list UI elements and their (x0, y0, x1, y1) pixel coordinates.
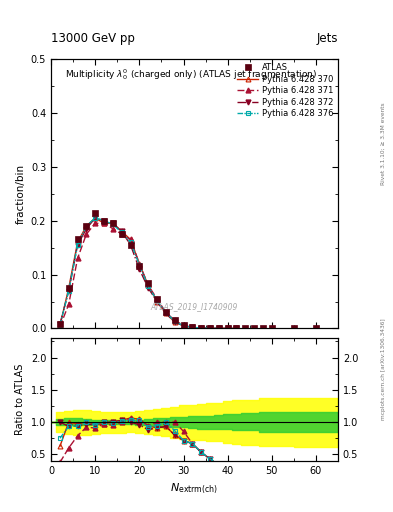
Text: Multiplicity $\lambda_0^0$ (charged only) (ATLAS jet fragmentation): Multiplicity $\lambda_0^0$ (charged only… (65, 67, 318, 82)
Text: ATLAS_2019_I1740909: ATLAS_2019_I1740909 (151, 303, 238, 311)
X-axis label: $N_{\mathrm{extrm(ch)}}$: $N_{\mathrm{extrm(ch)}}$ (171, 481, 219, 496)
Text: 13000 GeV pp: 13000 GeV pp (51, 32, 135, 45)
Text: mcplots.cern.ch [arXiv:1306.3436]: mcplots.cern.ch [arXiv:1306.3436] (381, 318, 386, 419)
Y-axis label: fraction/bin: fraction/bin (15, 164, 25, 224)
Text: Rivet 3.1.10; ≥ 3.3M events: Rivet 3.1.10; ≥ 3.3M events (381, 102, 386, 185)
Text: Jets: Jets (316, 32, 338, 45)
Y-axis label: Ratio to ATLAS: Ratio to ATLAS (15, 364, 25, 435)
Legend: ATLAS, Pythia 6.428 370, Pythia 6.428 371, Pythia 6.428 372, Pythia 6.428 376: ATLAS, Pythia 6.428 370, Pythia 6.428 37… (237, 63, 334, 118)
